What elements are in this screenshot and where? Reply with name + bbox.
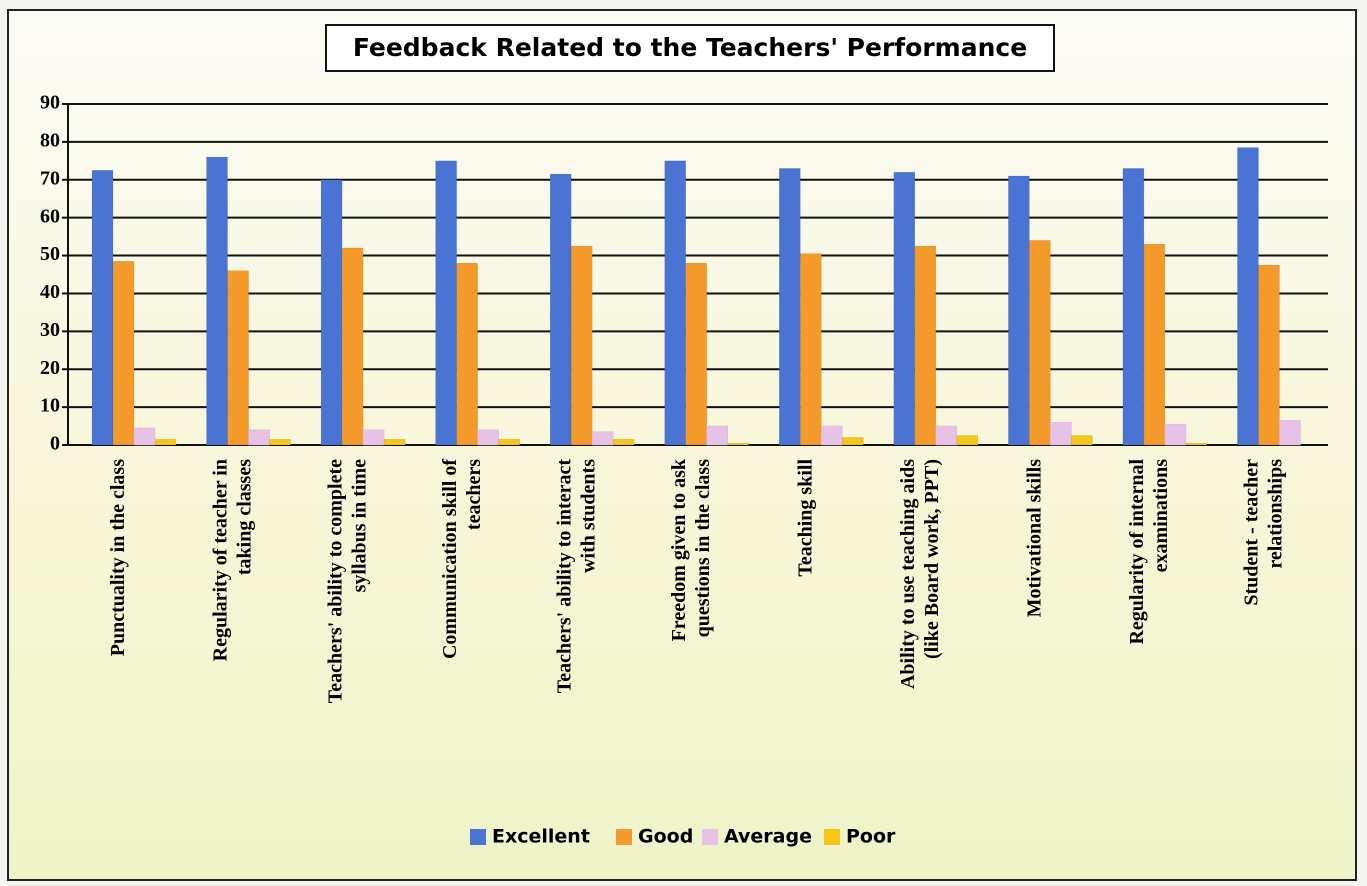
label-line: syllabus in time — [348, 459, 370, 592]
chart-title: Feedback Related to the Teachers' Perfor… — [353, 33, 1027, 62]
x-tick-label: Freedom given to ask questions in the cla… — [668, 458, 714, 641]
bar — [779, 168, 801, 446]
bar — [1029, 240, 1051, 446]
legend-swatch — [702, 829, 718, 845]
label-line: questions in the class — [692, 459, 714, 638]
x-tick-label: Teaching skill — [794, 459, 816, 577]
legend-swatch — [470, 829, 486, 845]
bar — [320, 179, 343, 446]
label-line: examinations — [1150, 459, 1172, 573]
label-line: Teaching skill — [794, 459, 816, 577]
bar — [456, 262, 478, 446]
legend-label: Good — [638, 826, 693, 848]
label-line: taking classes — [234, 459, 256, 575]
bar — [727, 442, 749, 446]
label-line: Punctuality in the class — [107, 459, 129, 656]
x-tick-label: Communication skill of teachers — [439, 459, 485, 659]
label-line: Student - teacher — [1241, 459, 1263, 606]
label-line: Motivational skills — [1024, 459, 1046, 618]
bar — [935, 425, 958, 446]
bar — [893, 171, 916, 446]
x-tick-label: Regularity of teacher in taking classes — [210, 459, 256, 662]
label-line: Freedom given to ask — [668, 458, 690, 641]
y-tick-label: 90 — [40, 92, 60, 114]
x-tick-label: Student - teacher relationships — [1241, 459, 1287, 606]
bar — [362, 429, 385, 446]
label-line: Teachers' ability to interact — [553, 459, 575, 694]
bar — [1071, 435, 1093, 446]
title-box — [325, 24, 1055, 72]
x-tick-label: Teachers' ability to complete syllabus in… — [324, 459, 370, 703]
label-line: Regularity of teacher in — [210, 459, 232, 661]
bar — [1237, 147, 1259, 446]
bar — [914, 245, 937, 446]
bar — [206, 156, 228, 446]
bar — [383, 439, 406, 446]
bar — [706, 425, 728, 446]
bar — [341, 247, 364, 446]
bar — [435, 160, 457, 446]
y-tick-label: 70 — [40, 167, 60, 189]
bar — [612, 439, 635, 446]
bar — [91, 170, 114, 446]
bar — [248, 429, 270, 446]
bar — [112, 260, 135, 446]
bar — [227, 270, 249, 446]
bar — [477, 429, 499, 446]
bar — [154, 439, 177, 446]
y-tick-label: 0 — [50, 433, 60, 455]
bar — [498, 439, 520, 446]
bar — [821, 425, 843, 446]
y-tick-label: 30 — [40, 319, 60, 341]
bar — [591, 431, 614, 446]
bar — [549, 173, 572, 446]
bar — [1164, 423, 1187, 446]
bar — [842, 437, 864, 446]
x-tick-label: Ability to use teaching aids (like Board … — [897, 459, 943, 689]
legend-swatch — [616, 829, 632, 845]
legend-swatch — [824, 829, 840, 845]
y-tick-label: 60 — [40, 205, 60, 227]
legend-label: Poor — [846, 826, 896, 848]
label-line: with students — [577, 459, 599, 573]
bar — [1050, 422, 1072, 446]
bar — [1279, 420, 1301, 446]
bar — [133, 427, 156, 446]
y-tick-label: 80 — [40, 129, 60, 151]
x-tick-label: Punctuality in the class — [107, 459, 129, 656]
bar — [800, 253, 822, 446]
label-line: Ability to use teaching aids — [897, 459, 919, 689]
bar — [1258, 264, 1280, 446]
bar — [664, 160, 686, 446]
bar — [956, 435, 979, 446]
x-tick-label: Teachers' ability to interact with studen… — [553, 459, 599, 694]
bar — [685, 262, 707, 446]
bar — [1143, 243, 1166, 446]
label-line: Regularity of internal — [1126, 459, 1148, 645]
y-tick-label: 20 — [40, 357, 60, 379]
label-line: Teachers' ability to complete — [324, 459, 346, 703]
bar — [1008, 175, 1030, 446]
label-line: relationships — [1265, 459, 1287, 569]
label-line: (like Board work, PPT) — [921, 459, 943, 659]
legend-label: Excellent — [492, 826, 590, 848]
y-tick-label: 40 — [40, 281, 60, 303]
label-line: Communication skill of — [439, 459, 461, 659]
label-line: teachers — [463, 459, 485, 530]
x-tick-label: Motivational skills — [1024, 459, 1046, 618]
y-tick-label: 50 — [40, 243, 60, 265]
bar — [269, 439, 291, 446]
bar — [570, 245, 593, 446]
bar — [1185, 442, 1208, 446]
y-tick-label: 10 — [40, 395, 60, 417]
legend-label: Average — [724, 826, 812, 848]
x-tick-label: Regularity of internal examinations — [1126, 459, 1172, 645]
bar — [1122, 168, 1145, 446]
